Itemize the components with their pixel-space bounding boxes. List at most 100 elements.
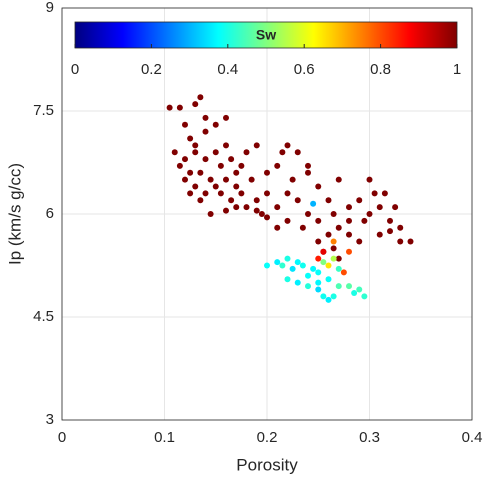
point <box>305 162 311 169</box>
point <box>289 265 296 272</box>
point <box>233 169 240 176</box>
point <box>325 262 332 269</box>
point <box>346 204 352 211</box>
point <box>335 265 342 272</box>
point <box>202 128 209 135</box>
y-tick-label: 4.5 <box>33 308 54 325</box>
point <box>233 204 240 211</box>
point <box>407 238 414 245</box>
point <box>335 224 342 231</box>
point <box>217 190 224 197</box>
point <box>187 169 194 176</box>
point <box>305 211 311 217</box>
point <box>361 217 368 224</box>
point <box>356 238 363 245</box>
x-tick-label: 0.3 <box>359 429 380 446</box>
point <box>253 142 260 149</box>
x-tick-label: 0 <box>58 429 66 446</box>
point <box>217 162 224 169</box>
point <box>253 207 260 214</box>
point <box>238 162 245 169</box>
point <box>197 94 204 101</box>
point <box>264 169 270 176</box>
point <box>223 176 229 183</box>
point <box>361 293 368 300</box>
point <box>351 289 358 296</box>
point <box>335 283 342 290</box>
point <box>320 259 327 266</box>
point <box>223 142 229 149</box>
point <box>340 269 347 276</box>
point <box>284 217 291 224</box>
x-tick-label: 0.2 <box>257 429 278 446</box>
point <box>376 231 383 238</box>
point <box>264 214 270 221</box>
point <box>274 259 281 266</box>
point <box>294 279 301 286</box>
point <box>392 204 399 211</box>
point <box>264 190 270 197</box>
point <box>223 114 229 121</box>
point <box>192 101 199 108</box>
point <box>294 259 301 266</box>
colorbar <box>74 21 458 49</box>
colorbar-tick-label: 0.6 <box>294 61 315 78</box>
point <box>274 224 281 231</box>
point <box>289 176 296 183</box>
point <box>212 149 219 156</box>
point <box>279 149 286 156</box>
colorbar-tick-label: 0.4 <box>217 61 238 78</box>
point <box>258 211 265 217</box>
point <box>330 255 337 262</box>
point <box>320 293 327 300</box>
point <box>166 104 173 111</box>
point <box>305 272 311 279</box>
point <box>387 217 393 224</box>
point <box>315 279 322 286</box>
point <box>356 286 363 293</box>
point <box>315 269 322 276</box>
point <box>176 162 183 169</box>
point <box>310 200 317 207</box>
point <box>346 217 352 224</box>
point <box>202 190 209 197</box>
x-tick-label: 0.1 <box>154 429 175 446</box>
point <box>346 248 352 255</box>
point <box>202 114 209 121</box>
point <box>325 296 332 303</box>
colorbar-tick-label: 0 <box>71 61 79 78</box>
colorbar-tick-label: 0.8 <box>370 61 391 78</box>
point <box>284 142 291 149</box>
point <box>330 238 337 245</box>
point <box>315 255 322 262</box>
point <box>325 231 332 238</box>
point <box>346 283 352 290</box>
point <box>253 197 260 204</box>
y-tick-label: 7.5 <box>33 102 54 119</box>
point <box>274 162 281 169</box>
colorbar-label: Sw <box>256 27 276 43</box>
point <box>182 121 188 128</box>
point <box>315 286 322 293</box>
point <box>356 197 363 204</box>
y-tick-label: 9 <box>46 0 54 16</box>
point <box>197 197 204 204</box>
point <box>320 248 327 255</box>
point <box>187 135 194 142</box>
point <box>305 169 311 176</box>
point <box>248 176 255 183</box>
point <box>243 149 250 156</box>
point <box>310 265 317 272</box>
point <box>207 211 214 217</box>
point <box>305 283 311 290</box>
colorbar-tick-label: 1 <box>453 61 461 78</box>
point <box>228 156 235 163</box>
point <box>335 255 342 262</box>
point <box>197 169 204 176</box>
point <box>212 121 219 128</box>
point <box>182 176 188 183</box>
y-tick-label: 3 <box>46 411 54 428</box>
point <box>315 238 322 245</box>
point <box>284 255 291 262</box>
point <box>264 262 270 269</box>
